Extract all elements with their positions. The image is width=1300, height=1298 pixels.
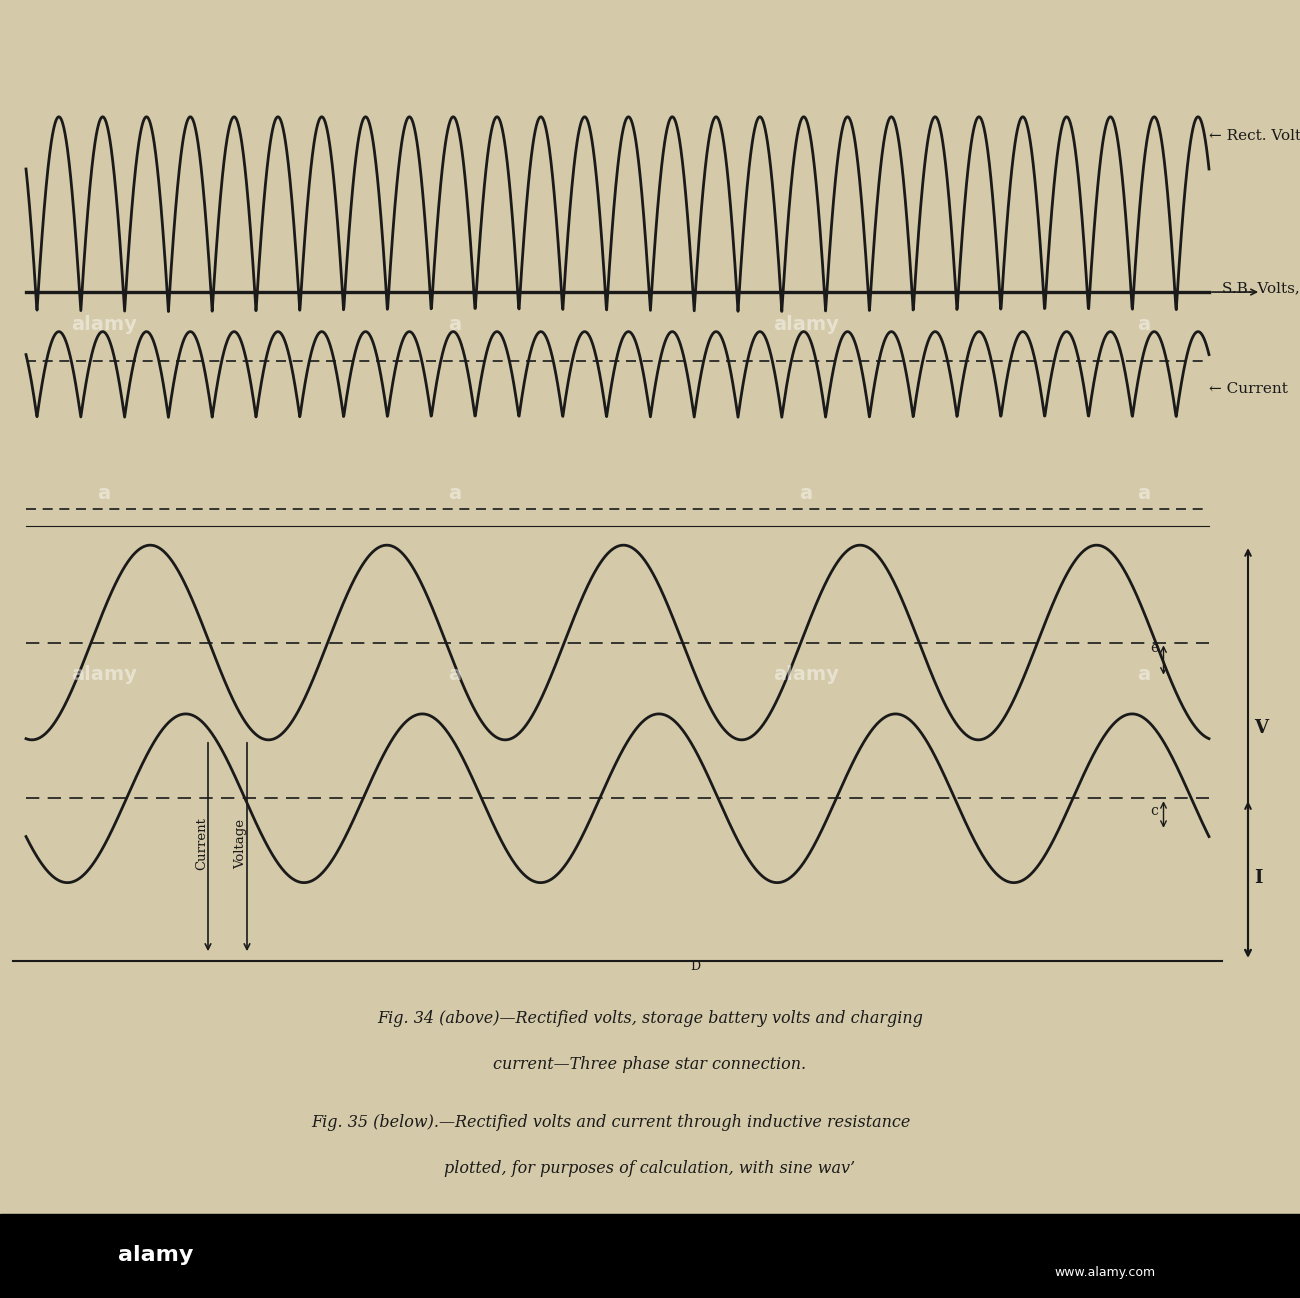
Text: Fig. 34 (above)—Rectified volts, storage battery volts and charging: Fig. 34 (above)—Rectified volts, storage… — [377, 1010, 923, 1028]
Text: a: a — [448, 315, 461, 334]
Text: a: a — [448, 484, 461, 502]
Text: I: I — [1254, 868, 1264, 887]
Text: plotted, for purposes of calculation, with sine wav’: plotted, for purposes of calculation, wi… — [445, 1159, 855, 1177]
Text: a: a — [800, 484, 812, 502]
Text: Fig. 35 (below).—Rectified volts and current through inductive resistance: Fig. 35 (below).—Rectified volts and cur… — [311, 1114, 911, 1132]
Text: alamy: alamy — [774, 666, 838, 684]
Text: D: D — [690, 959, 701, 972]
Text: c: c — [1150, 805, 1158, 818]
Text: www.alamy.com: www.alamy.com — [1108, 1260, 1196, 1271]
Text: Image ID: 2AM2YR8: Image ID: 2AM2YR8 — [1082, 1241, 1196, 1251]
Text: alamy: alamy — [774, 315, 838, 334]
Bar — [0, 1214, 1300, 1298]
Text: a: a — [448, 666, 461, 684]
Text: V: V — [1254, 719, 1269, 737]
Text: ← Rect. Volts.: ← Rect. Volts. — [1209, 130, 1300, 143]
Text: current—Three phase star connection.: current—Three phase star connection. — [494, 1055, 806, 1073]
Text: a: a — [1138, 315, 1150, 334]
Text: alamy: alamy — [72, 315, 136, 334]
Text: a: a — [98, 484, 111, 502]
Text: www.alamy.com: www.alamy.com — [1054, 1266, 1156, 1279]
Text: alamy: alamy — [72, 666, 136, 684]
Text: Voltage: Voltage — [234, 819, 247, 868]
Text: e: e — [1150, 641, 1158, 654]
Text: ← Current: ← Current — [1209, 383, 1288, 396]
Text: S.B. Volts,: S.B. Volts, — [1222, 282, 1300, 295]
Text: alamy: alamy — [118, 1245, 194, 1266]
Text: Current: Current — [195, 818, 208, 870]
Text: a: a — [1138, 484, 1150, 502]
Text: a: a — [1138, 666, 1150, 684]
